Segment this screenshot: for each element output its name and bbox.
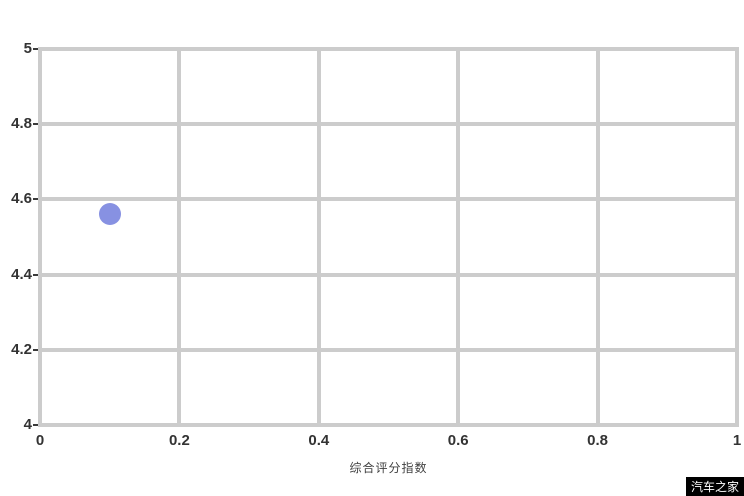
x-tick-label: 0.4 [308, 432, 330, 449]
v-gridline [38, 47, 42, 427]
x-tick-label: 0.6 [447, 432, 469, 449]
h-gridline [38, 122, 739, 127]
x-axis-title: 综合评分指数 [349, 461, 428, 475]
x-tick-label: 1 [732, 432, 742, 449]
y-tick-label: 4.4 [11, 265, 32, 283]
y-tick-mark [33, 348, 40, 351]
y-tick-label: 4.2 [11, 340, 32, 358]
watermark-bar: 汽车之家 [686, 477, 744, 496]
x-tick-label: 0.8 [587, 432, 609, 449]
h-gridline [38, 423, 739, 427]
y-tick-label: 4 [23, 416, 32, 433]
y-tick-mark [33, 424, 40, 426]
h-gridline [38, 272, 739, 277]
x-tick-label: 0.2 [168, 432, 190, 449]
y-tick-mark [33, 123, 40, 126]
y-tick-mark [33, 198, 40, 201]
v-gridline [177, 47, 182, 427]
y-tick-mark [33, 48, 40, 50]
v-gridline [456, 47, 461, 427]
v-gridline [735, 47, 739, 427]
v-gridline [316, 47, 321, 427]
watermark-autohome-text: 汽车之家 [690, 479, 739, 494]
y-tick-mark [33, 273, 40, 276]
h-gridline [38, 347, 739, 352]
data-point[interactable] [98, 203, 121, 226]
h-gridline [38, 47, 739, 51]
y-tick-label: 5 [23, 40, 32, 57]
v-gridline [595, 47, 600, 427]
h-gridline [38, 197, 739, 202]
y-tick-label: 4.6 [11, 190, 32, 208]
x-tick-label: 0 [35, 432, 45, 449]
y-tick-label: 4.8 [11, 115, 32, 133]
